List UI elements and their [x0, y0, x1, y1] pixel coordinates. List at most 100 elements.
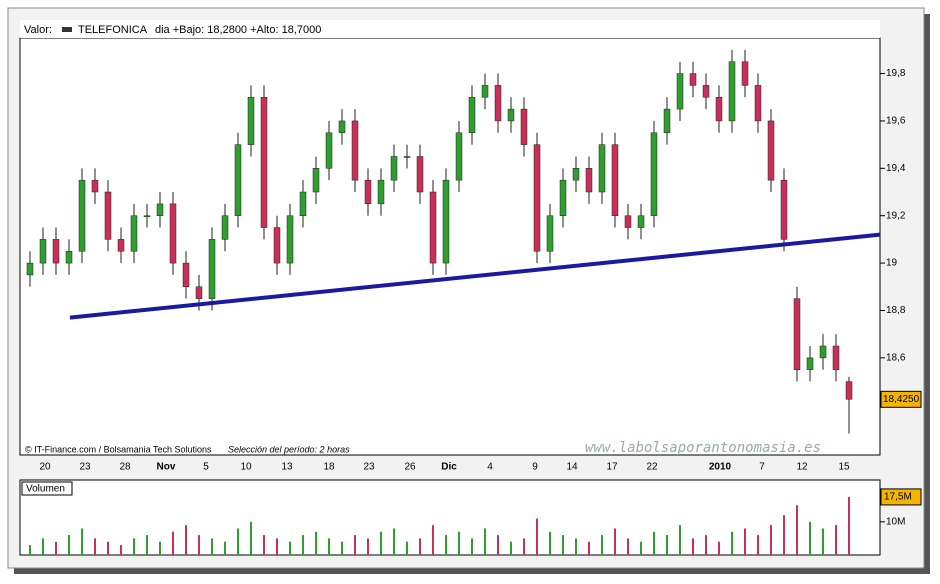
- volume-panel: [19, 479, 881, 556]
- candle-body: [403, 156, 411, 158]
- volume-bar: [276, 538, 278, 555]
- candle-body: [598, 144, 606, 193]
- candle-body: [416, 156, 424, 193]
- volume-bar: [68, 535, 70, 555]
- volume-bar: [406, 541, 408, 555]
- candle-body: [715, 96, 723, 122]
- y-tick-label: 19,2: [886, 210, 906, 221]
- x-tick-label: 18: [323, 462, 335, 473]
- x-tick-label: 13: [281, 462, 293, 473]
- candle-body: [689, 73, 697, 86]
- header-name: TELEFONICA: [78, 24, 148, 36]
- volume-bar: [146, 535, 148, 555]
- volume-bar: [393, 528, 395, 555]
- candle-body: [637, 215, 645, 228]
- volume-bar: [198, 535, 200, 555]
- x-tick-label: 10: [240, 462, 252, 473]
- candle-body: [143, 215, 151, 217]
- candle-body: [273, 227, 281, 264]
- candle-body: [26, 262, 34, 276]
- volume-bar: [211, 538, 213, 555]
- candle-body: [455, 132, 463, 181]
- candle-body: [468, 96, 476, 134]
- candle-body: [507, 108, 515, 122]
- candle-body: [312, 168, 320, 193]
- volume-bar: [562, 535, 564, 555]
- volume-bar: [263, 535, 265, 555]
- volume-bar: [432, 525, 434, 555]
- candle-body: [728, 61, 736, 122]
- volume-bar: [653, 531, 655, 555]
- candle-body: [754, 85, 762, 122]
- volume-bar: [549, 531, 551, 555]
- y-tick-label: 18,8: [886, 305, 906, 316]
- candle-body: [286, 215, 294, 264]
- volume-bar: [94, 538, 96, 555]
- y-tick-label: 19,8: [886, 68, 906, 79]
- x-tick-label: 23: [363, 462, 375, 473]
- volume-bar: [237, 528, 239, 555]
- volume-bar: [185, 525, 187, 555]
- candle-body: [585, 168, 593, 193]
- x-tick-label: 15: [838, 462, 850, 473]
- candle-body: [91, 179, 99, 193]
- y-tick-label: 19: [886, 258, 898, 269]
- x-tick-label: 23: [79, 462, 91, 473]
- candle-body: [481, 85, 489, 98]
- y-tick-label: 19,6: [886, 116, 906, 127]
- candle-body: [65, 250, 73, 264]
- volume-bar: [133, 538, 135, 555]
- x-tick-label: 14: [566, 462, 578, 473]
- candle-body: [338, 120, 346, 134]
- volume-bar: [354, 535, 356, 555]
- candle-body: [520, 108, 528, 145]
- candle-body: [195, 286, 203, 299]
- last-volume-label: 17,5M: [884, 492, 912, 503]
- volume-bar: [55, 541, 57, 555]
- volume-bar: [224, 541, 226, 555]
- volume-bar: [419, 538, 421, 555]
- volume-bar: [796, 505, 798, 555]
- candle-body: [208, 239, 216, 299]
- volume-bar: [835, 525, 837, 555]
- credit: © IT-Finance.com / Bolsamania Tech Solut…: [25, 444, 212, 454]
- candle-body: [559, 179, 567, 216]
- volume-bar: [367, 538, 369, 555]
- candle-body: [663, 108, 671, 134]
- volume-bar: [250, 521, 252, 555]
- candle-body: [819, 345, 827, 359]
- candle-body: [650, 132, 658, 216]
- volume-bar: [679, 525, 681, 555]
- volume-bar: [471, 538, 473, 555]
- candle-body: [780, 179, 788, 240]
- x-tick-label: 12: [796, 462, 808, 473]
- volume-bar: [809, 521, 811, 555]
- last-volume-box: [880, 488, 922, 506]
- volume-bar: [107, 541, 109, 555]
- volume-bar: [614, 528, 616, 555]
- volume-bar: [536, 518, 538, 555]
- watermark: www.labolsaporantonomasia.es: [585, 440, 821, 456]
- volume-bar: [328, 538, 330, 555]
- candle-body: [702, 85, 710, 98]
- candle-body: [832, 345, 840, 370]
- candle-body: [845, 381, 853, 400]
- y-tick-label: 10M: [886, 516, 905, 527]
- volume-title-box: [21, 481, 73, 496]
- candle-body: [494, 85, 502, 122]
- volume-title: Volumen: [26, 484, 65, 495]
- candle-body: [611, 144, 619, 216]
- candle-body: [182, 262, 190, 288]
- candle-body: [299, 191, 307, 216]
- volume-bar: [848, 496, 850, 555]
- y-tick-label: 19,4: [886, 163, 906, 174]
- volume-bar: [510, 541, 512, 555]
- volume-bar: [484, 528, 486, 555]
- volume-bar: [341, 541, 343, 555]
- candle-body: [247, 96, 255, 145]
- candle-body: [78, 179, 86, 252]
- x-tick-label: 4: [487, 462, 493, 473]
- volume-bar: [718, 541, 720, 555]
- volume-bar: [29, 545, 31, 555]
- x-tick-label: 7: [759, 462, 765, 473]
